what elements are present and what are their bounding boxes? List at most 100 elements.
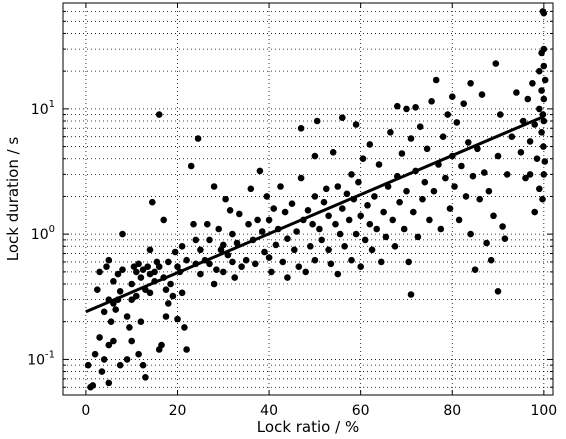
data-point — [206, 236, 213, 244]
data-point — [540, 171, 548, 178]
data-point — [426, 216, 433, 224]
data-point — [492, 60, 500, 67]
data-point — [389, 216, 397, 224]
data-point — [497, 111, 504, 118]
data-point — [513, 89, 520, 96]
data-point — [325, 212, 332, 220]
data-point — [128, 280, 135, 288]
data-point — [206, 260, 213, 268]
data-point — [242, 256, 250, 264]
data-point — [190, 220, 197, 228]
data-point — [245, 220, 252, 228]
data-point — [465, 139, 472, 146]
data-point — [357, 263, 365, 271]
data-point — [258, 228, 266, 235]
data-point — [499, 223, 506, 230]
data-point — [446, 205, 454, 212]
data-point — [192, 236, 200, 244]
data-point — [309, 220, 316, 228]
data-point — [508, 133, 516, 140]
data-point — [263, 193, 271, 200]
data-point — [336, 230, 344, 238]
data-point — [135, 260, 142, 268]
data-point — [313, 117, 321, 125]
data-point — [467, 230, 474, 238]
data-point — [494, 288, 502, 295]
data-point — [396, 198, 403, 206]
data-point — [187, 162, 195, 170]
data-point — [311, 256, 319, 264]
data-point — [329, 149, 337, 156]
data-point — [194, 135, 202, 142]
data-point — [405, 258, 413, 266]
data-point — [437, 225, 445, 233]
data-point — [116, 361, 124, 369]
data-point — [540, 117, 548, 125]
data-point — [119, 266, 126, 274]
data-point — [181, 324, 188, 331]
data-point — [524, 95, 532, 103]
data-points — [84, 8, 549, 391]
data-point — [155, 111, 163, 118]
data-point — [442, 174, 449, 182]
data-point — [133, 292, 140, 300]
data-point — [297, 125, 305, 132]
data-point — [137, 274, 145, 281]
data-point — [137, 318, 145, 326]
data-point — [210, 280, 218, 288]
data-point — [339, 114, 346, 121]
data-point — [352, 121, 360, 128]
data-point — [476, 195, 484, 203]
data-point — [533, 155, 541, 162]
x-tick-label: 40 — [260, 403, 278, 419]
data-point — [536, 185, 543, 193]
data-point — [155, 263, 163, 271]
data-point — [494, 152, 502, 160]
data-point — [146, 246, 154, 254]
y-tick-label: 100 — [31, 224, 55, 243]
data-point — [538, 129, 545, 136]
data-point — [270, 205, 278, 212]
data-point — [522, 174, 529, 182]
data-point — [210, 183, 218, 190]
data-point — [531, 208, 538, 216]
data-point — [204, 220, 211, 228]
data-point — [254, 216, 261, 224]
data-point — [339, 205, 346, 212]
data-point — [222, 195, 229, 203]
data-point — [311, 193, 319, 200]
data-point — [233, 239, 241, 247]
data-point — [469, 172, 477, 180]
data-point — [265, 216, 273, 224]
data-point — [119, 230, 126, 238]
data-point — [105, 341, 113, 349]
data-point — [178, 243, 186, 250]
data-point — [252, 260, 259, 268]
data-point — [332, 220, 339, 228]
data-point — [403, 105, 410, 113]
data-point — [421, 178, 429, 186]
data-point — [536, 67, 543, 75]
data-point — [398, 150, 406, 157]
data-point — [284, 235, 291, 242]
data-point — [467, 80, 474, 87]
data-point — [352, 230, 360, 238]
data-point — [114, 270, 122, 278]
data-point — [171, 248, 179, 256]
data-point — [503, 171, 511, 178]
data-point — [380, 208, 387, 216]
data-point — [261, 248, 268, 256]
data-point — [277, 183, 284, 190]
data-point — [183, 346, 190, 353]
data-point — [414, 233, 422, 241]
data-point — [295, 263, 303, 271]
data-point — [334, 270, 342, 278]
data-point — [220, 241, 227, 249]
data-point — [105, 379, 113, 387]
data-point — [126, 324, 133, 331]
data-point — [519, 117, 527, 125]
fit-line — [85, 115, 545, 314]
data-point — [407, 135, 415, 142]
data-point — [538, 87, 545, 94]
data-point — [474, 145, 481, 153]
